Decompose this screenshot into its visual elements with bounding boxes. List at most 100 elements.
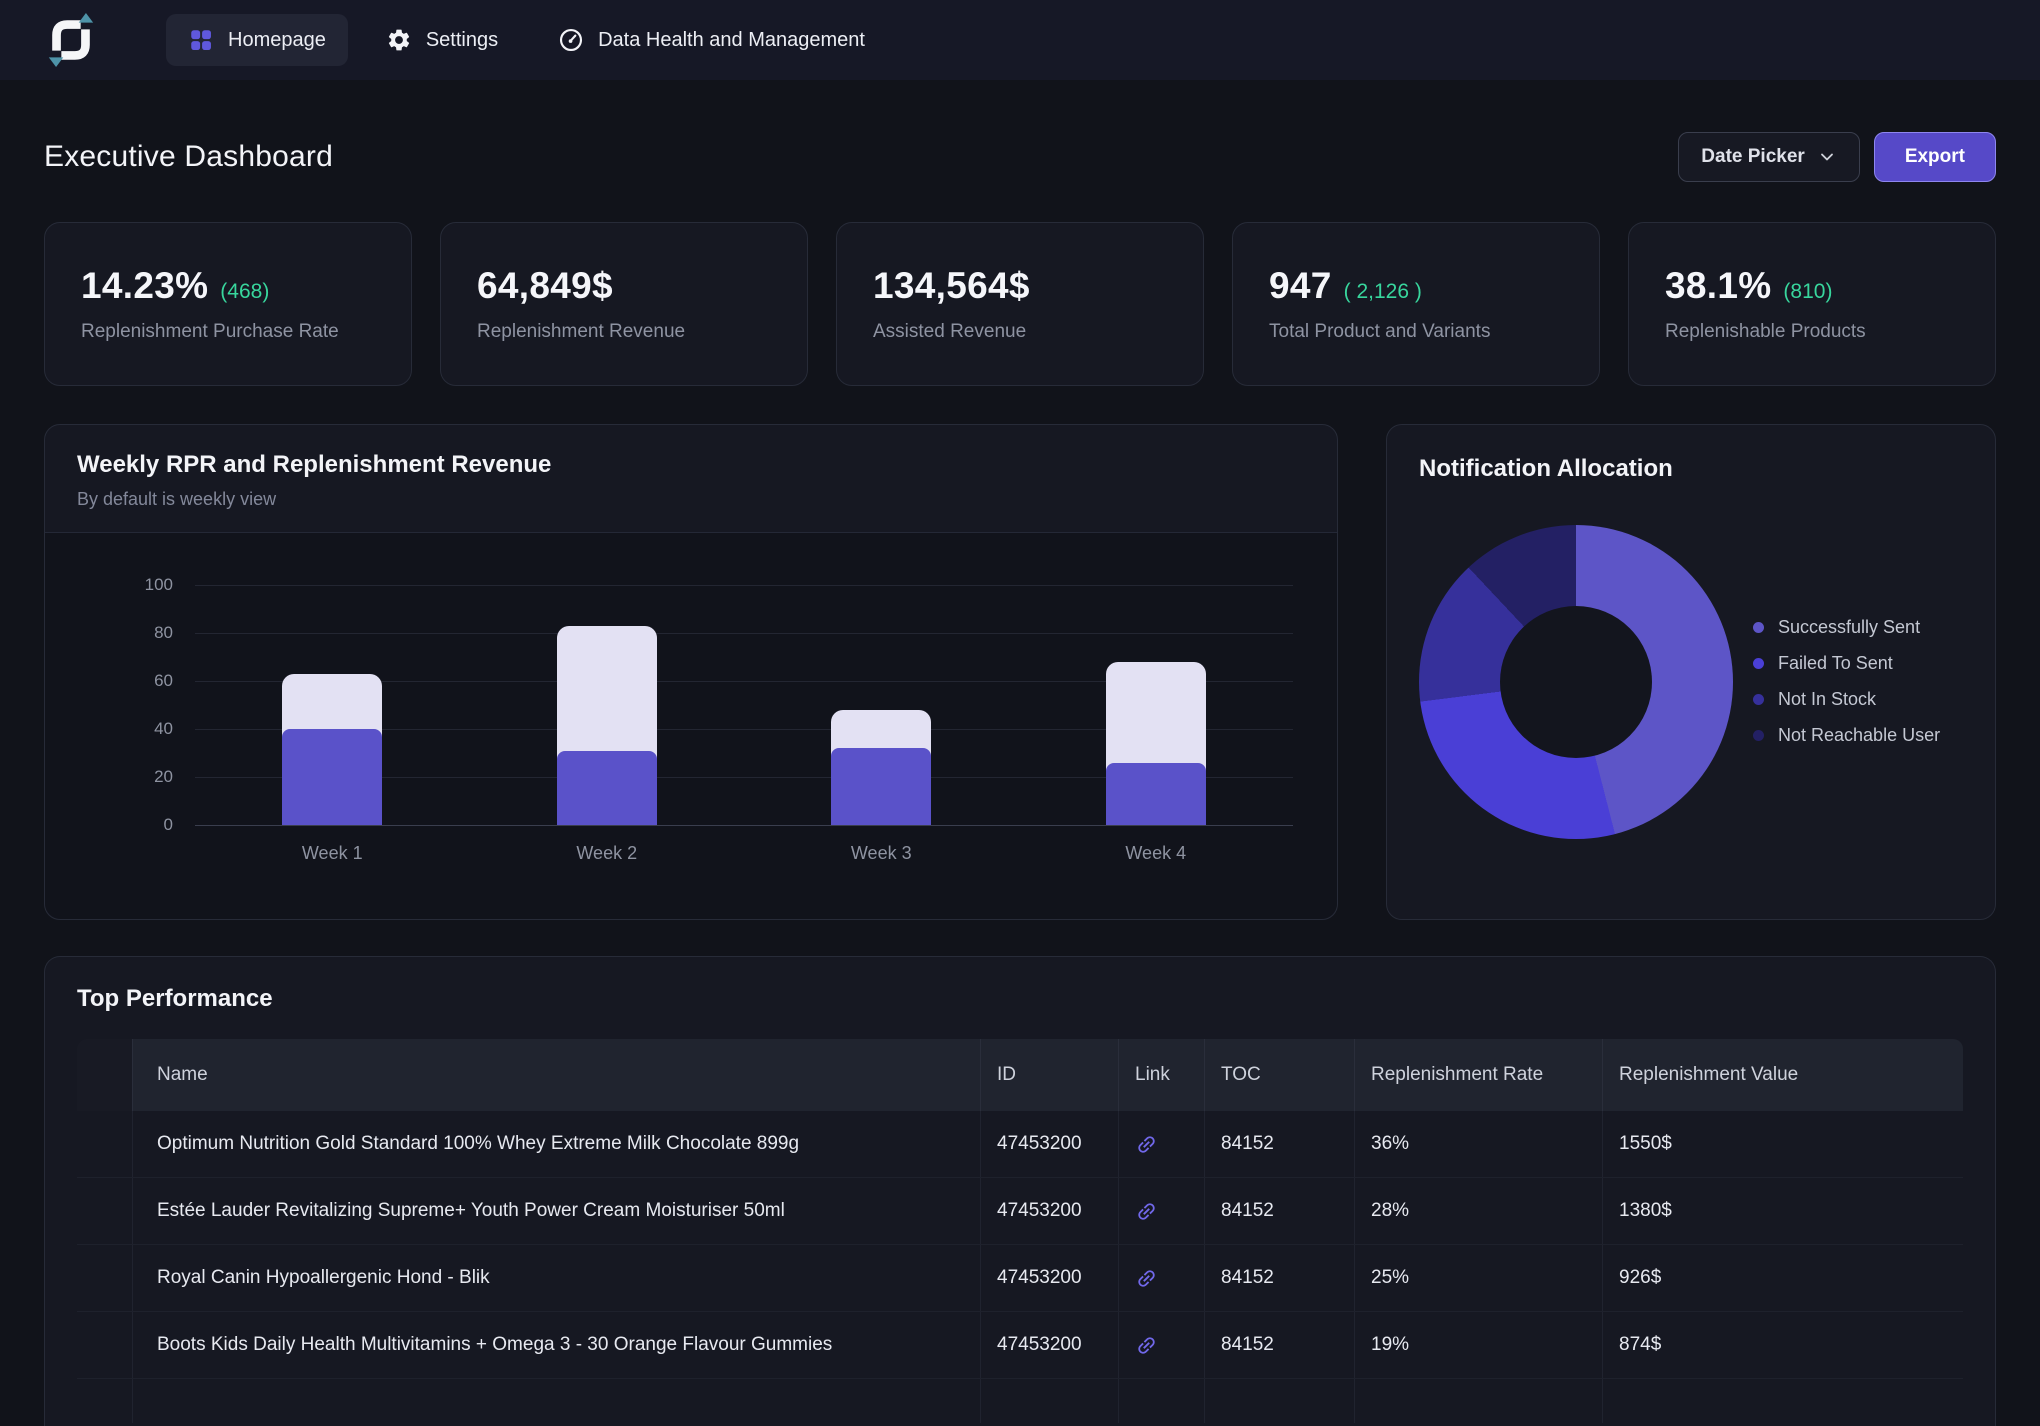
bar-segment-primary bbox=[831, 748, 932, 825]
row-index-cell bbox=[77, 1111, 133, 1177]
kpi-card: 38.1% (810) Replenishable Products bbox=[1628, 222, 1996, 386]
bar-group bbox=[744, 585, 1019, 825]
x-axis-tick-label: Week 1 bbox=[301, 843, 363, 863]
link-cell bbox=[1119, 1111, 1205, 1177]
main-nav: Homepage Settings Data Health and Manage… bbox=[166, 14, 887, 66]
kpi-value-row: 14.23% (468) bbox=[81, 265, 375, 307]
kpi-value-row: 947 ( 2,126 ) bbox=[1269, 265, 1563, 307]
table-header-row: Name ID Link TOC Replenishment Rate Replenish… bbox=[77, 1039, 1963, 1111]
replenishment-value-cell: 1550$ bbox=[1619, 1133, 1672, 1154]
kpi-card: 947 ( 2,126 ) Total Product and Variants bbox=[1232, 222, 1600, 386]
replenishment-rate-cell: 28% bbox=[1355, 1178, 1603, 1244]
donut-chart bbox=[1419, 525, 1733, 839]
kpi-subvalue: ( 2,126 ) bbox=[1343, 280, 1422, 303]
legend-dot bbox=[1753, 622, 1764, 633]
product-link-button[interactable] bbox=[1135, 1267, 1158, 1290]
x-axis-tick-label: Week 4 bbox=[1125, 843, 1187, 863]
kpi-value-row: 38.1% (810) bbox=[1665, 265, 1959, 307]
nav-item-settings[interactable]: Settings bbox=[364, 14, 520, 66]
date-picker-label: Date Picker bbox=[1701, 146, 1805, 167]
chain-link-icon bbox=[1138, 1336, 1155, 1354]
kpi-value: 947 bbox=[1269, 265, 1332, 306]
y-axis-tick-label: 40 bbox=[154, 719, 173, 738]
replenishment-rate-cell: 19% bbox=[1355, 1312, 1603, 1378]
app-logo[interactable] bbox=[44, 13, 98, 67]
legend-dot bbox=[1753, 658, 1764, 669]
x-axis-tick-label: Week 3 bbox=[850, 843, 912, 863]
legend-item: Successfully Sent bbox=[1753, 617, 1940, 638]
product-id-cell: 47453200 bbox=[981, 1312, 1119, 1378]
product-id-cell: 47453200 bbox=[981, 1178, 1119, 1244]
bar-chart-title: Weekly RPR and Replenishment Revenue bbox=[77, 451, 552, 478]
legend-item: Failed To Sent bbox=[1753, 653, 1940, 674]
stacked-bar bbox=[282, 673, 383, 825]
nav-label: Settings bbox=[425, 28, 499, 51]
product-name-cell: Boots Kids Daily Health Multivitamins + … bbox=[133, 1312, 981, 1378]
y-axis-tick-label: 0 bbox=[163, 815, 173, 834]
table-row: Royal Canin Hypoallergenic Hond - Blik 47… bbox=[77, 1245, 1963, 1312]
product-id-cell: 47453200 bbox=[981, 1245, 1119, 1311]
chart-gridline bbox=[195, 777, 1293, 778]
nav-item-homepage[interactable]: Homepage bbox=[166, 14, 348, 66]
table-row-partial bbox=[77, 1379, 1963, 1423]
nav-label: Data Health and Management bbox=[598, 28, 865, 51]
main-content: Executive Dashboard Date Picker Export 1… bbox=[0, 132, 2040, 1426]
page-title: Executive Dashboard bbox=[44, 140, 333, 173]
product-link-button[interactable] bbox=[1135, 1200, 1158, 1223]
header-actions: Date Picker Export bbox=[1678, 132, 1996, 182]
row-index-cell bbox=[77, 1312, 133, 1378]
x-axis-tick-label: Week 2 bbox=[576, 843, 638, 863]
toc-cell: 84152 bbox=[1205, 1178, 1355, 1244]
table-header-cell: Replenishment Rate bbox=[1355, 1039, 1603, 1111]
chain-link-icon bbox=[1138, 1135, 1155, 1153]
table-title: Top Performance bbox=[77, 985, 273, 1012]
legend-label: Failed To Sent bbox=[1778, 653, 1893, 673]
row-index-cell bbox=[77, 1178, 133, 1244]
chain-link-icon bbox=[1138, 1269, 1155, 1287]
bar-group bbox=[470, 585, 745, 825]
chart-gridline bbox=[195, 729, 1293, 730]
product-link-button[interactable] bbox=[1135, 1334, 1158, 1357]
chain-link-icon bbox=[1138, 1202, 1155, 1220]
chevron-down-icon bbox=[1820, 153, 1833, 161]
weekly-rpr-panel: Weekly RPR and Replenishment Revenue By … bbox=[44, 424, 1338, 920]
bar-chart-subtitle: By default is weekly view bbox=[77, 489, 277, 509]
legend-label: Not Reachable User bbox=[1778, 725, 1941, 745]
y-axis-tick-label: 100 bbox=[144, 575, 173, 594]
charts-row: Weekly RPR and Replenishment Revenue By … bbox=[44, 424, 1996, 920]
top-performance-table: Name ID Link TOC Replenishment Rate Replenish… bbox=[77, 1039, 1963, 1423]
bar-group bbox=[195, 585, 470, 825]
product-link-button[interactable] bbox=[1135, 1133, 1158, 1156]
date-picker-button[interactable]: Date Picker bbox=[1678, 132, 1860, 182]
donut-chart-title: Notification Allocation bbox=[1419, 455, 1673, 482]
kpi-subvalue: (810) bbox=[1783, 280, 1833, 303]
kpi-value: 14.23% bbox=[81, 265, 209, 306]
link-cell bbox=[1119, 1312, 1205, 1378]
bar-chart: 0 20 40 60 80 100 Week 1 Week 2 Week 3 Week 4 bbox=[45, 532, 1337, 919]
table-header-cell: ID bbox=[981, 1039, 1119, 1111]
replenishment-value-cell: 1380$ bbox=[1619, 1200, 1672, 1221]
toc-cell: 84152 bbox=[1205, 1111, 1355, 1177]
legend-item: Not In Stock bbox=[1753, 689, 1940, 710]
kpi-label: Replenishable Products bbox=[1665, 321, 1866, 342]
chart-gridline bbox=[195, 585, 1293, 586]
table-row: Estée Lauder Revitalizing Supreme+ Youth… bbox=[77, 1178, 1963, 1245]
nav-item-data-health[interactable]: Data Health and Management bbox=[536, 14, 887, 66]
y-axis-tick-label: 20 bbox=[154, 767, 173, 786]
sync-loop-icon bbox=[48, 13, 94, 67]
replenishment-value-cell: 926$ bbox=[1619, 1267, 1662, 1288]
notification-allocation-panel: Notification Allocation Successfully Sen… bbox=[1386, 424, 1996, 920]
bar-segment-primary bbox=[1105, 762, 1206, 825]
stacked-bar bbox=[831, 709, 932, 825]
toc-cell: 84152 bbox=[1205, 1245, 1355, 1311]
bar-segment-primary bbox=[556, 750, 657, 825]
chart-gridline bbox=[195, 681, 1293, 682]
kpi-label: Replenishment Purchase Rate bbox=[81, 321, 339, 342]
gear-icon bbox=[388, 29, 409, 51]
kpi-card: 134,564$ Assisted Revenue bbox=[836, 222, 1204, 386]
table-header-cell: Replenishment Value bbox=[1603, 1039, 1963, 1111]
product-id-cell: 47453200 bbox=[981, 1111, 1119, 1177]
table-header-cell: Name bbox=[133, 1039, 981, 1111]
export-button[interactable]: Export bbox=[1873, 132, 1996, 182]
replenishment-rate-cell: 25% bbox=[1355, 1245, 1603, 1311]
